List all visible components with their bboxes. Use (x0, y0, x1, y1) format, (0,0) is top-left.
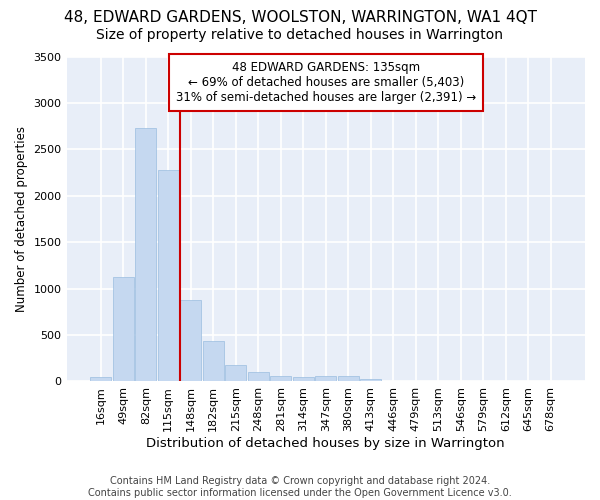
Bar (293, 378, 314, 382)
Bar (135, 128, 157, 382)
Bar (180, 300, 202, 382)
Text: 48, EDWARD GARDENS, WOOLSTON, WARRINGTON, WA1 4QT: 48, EDWARD GARDENS, WOOLSTON, WARRINGTON… (64, 10, 536, 25)
Bar (90, 377, 112, 382)
X-axis label: Distribution of detached houses by size in Warrington: Distribution of detached houses by size … (146, 437, 505, 450)
Bar (270, 376, 292, 382)
Bar (248, 372, 269, 382)
Text: Size of property relative to detached houses in Warrington: Size of property relative to detached ho… (97, 28, 503, 42)
Bar (315, 376, 337, 382)
Text: 48 EDWARD GARDENS: 135sqm
← 69% of detached houses are smaller (5,403)
31% of se: 48 EDWARD GARDENS: 135sqm ← 69% of detac… (176, 62, 476, 104)
Bar (360, 379, 382, 382)
Bar (113, 278, 134, 382)
Y-axis label: Number of detached properties: Number of detached properties (15, 126, 28, 312)
Bar (225, 365, 247, 382)
Bar (338, 376, 359, 382)
Bar (158, 170, 179, 382)
Bar (203, 340, 224, 382)
Text: Contains HM Land Registry data © Crown copyright and database right 2024.
Contai: Contains HM Land Registry data © Crown c… (88, 476, 512, 498)
